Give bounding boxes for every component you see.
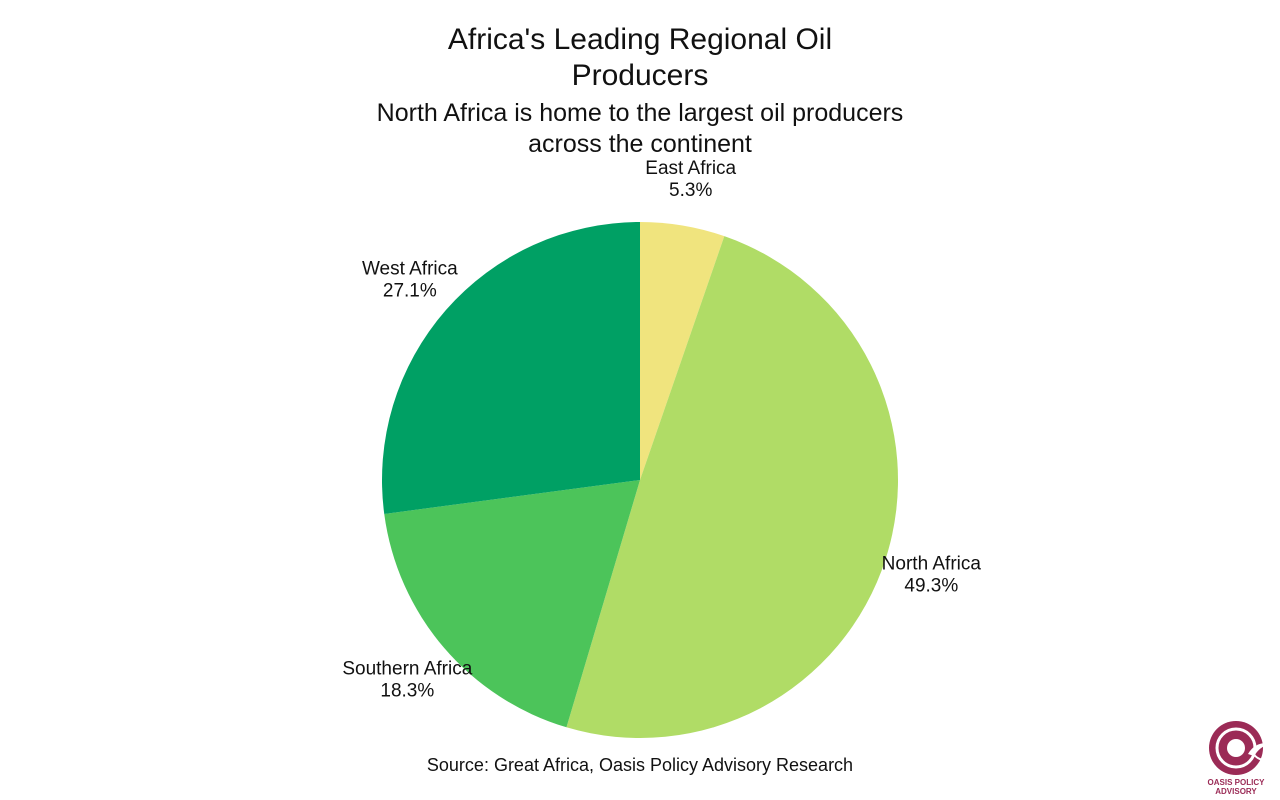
slice-value-east-africa: 5.3% xyxy=(669,180,712,201)
slice-name-north-africa: North Africa xyxy=(882,554,982,575)
logo-text: OASIS POLICY ADVISORY xyxy=(1207,778,1265,796)
chart-subtitle: North Africa is home to the largest oil … xyxy=(376,99,904,158)
slice-name-east-africa: East Africa xyxy=(645,158,736,179)
slice-value-north-africa: 49.3% xyxy=(904,576,958,597)
slice-value-southern-africa: 18.3% xyxy=(380,681,434,702)
chart-title: Africa's Leading Regional Oil Producers xyxy=(447,23,833,92)
pie-slice-east-africa xyxy=(640,222,725,480)
slice-name-southern-africa: Southern Africa xyxy=(342,659,472,680)
pie-slice-west-africa xyxy=(382,222,640,514)
pie-slice-southern-africa xyxy=(384,480,640,728)
oasis-logo-icon xyxy=(1209,721,1270,775)
chart-source: Source: Great Africa, Oasis Policy Advis… xyxy=(426,755,854,775)
slice-label-southern-africa: Southern Africa 18.3% xyxy=(342,659,472,702)
slice-label-east-africa: East Africa 5.3% xyxy=(645,158,736,201)
slice-label-north-africa: North Africa 49.3% xyxy=(882,554,982,597)
slice-name-west-africa: West Africa xyxy=(362,258,458,279)
slice-value-west-africa: 27.1% xyxy=(383,280,437,301)
pie-slice-north-africa xyxy=(566,236,899,739)
slice-label-west-africa: West Africa 27.1% xyxy=(362,258,458,301)
